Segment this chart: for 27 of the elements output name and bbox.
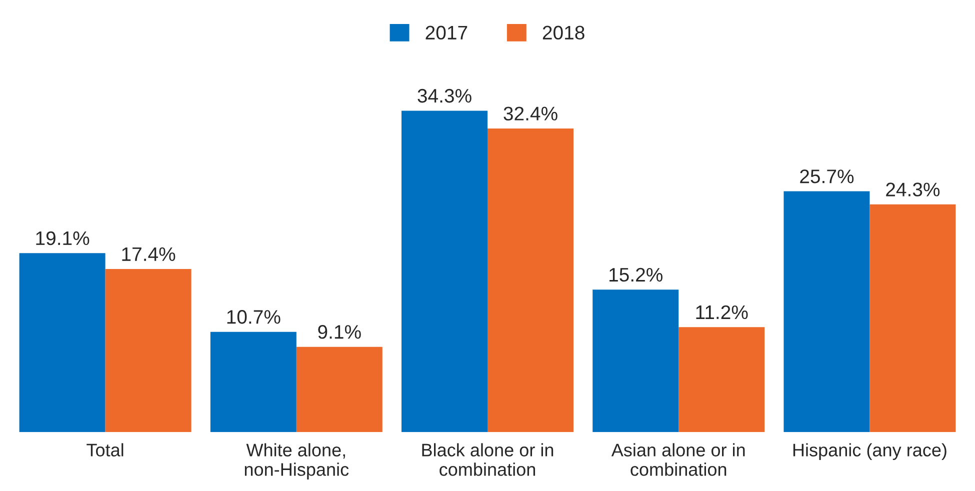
bar: [105, 269, 192, 432]
x-tick-label: Black alone or in combination: [422, 443, 554, 476]
x-tick-label: Total: [86, 443, 124, 456]
data-label: 19.1%: [36, 231, 90, 246]
data-label: 9.1%: [318, 325, 361, 339]
bar: [402, 110, 488, 432]
data-label: 25.7%: [800, 170, 854, 184]
bar: [296, 346, 382, 432]
data-label: 15.2%: [610, 268, 662, 282]
bar: [19, 253, 106, 432]
bar: [784, 191, 870, 432]
x-tick-label: Hispanic (any race): [793, 443, 946, 460]
bar: [592, 290, 679, 432]
data-label: 17.4%: [122, 247, 176, 261]
bar: [488, 128, 574, 432]
x-tick-label: White alone, non-Hispanic: [244, 443, 349, 480]
data-label: 11.2%: [696, 305, 748, 320]
legend-label: 2017: [426, 26, 468, 40]
bar: [210, 332, 296, 432]
data-label: 24.3%: [886, 182, 940, 196]
data-label: 32.4%: [504, 106, 558, 120]
bar: [870, 204, 956, 432]
bar: [678, 327, 765, 432]
data-label: 34.3%: [418, 88, 472, 103]
x-tick-label: Asian alone or in combination: [611, 443, 745, 476]
legend-label: 2018: [542, 26, 584, 40]
data-label: 10.7%: [227, 310, 280, 324]
